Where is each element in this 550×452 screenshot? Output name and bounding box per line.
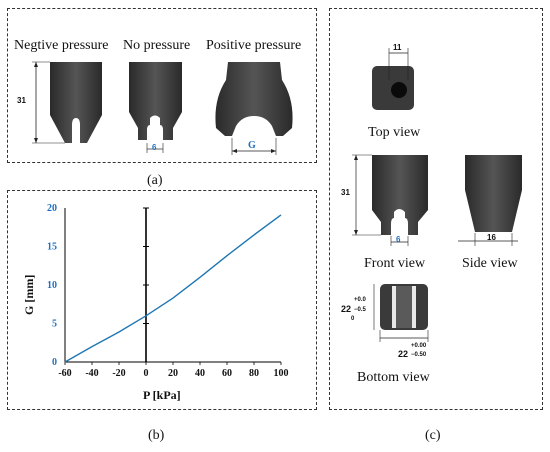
x-tick-label: 60 (222, 368, 232, 379)
caption-a: (a) (147, 173, 163, 188)
chart-xlabel: P [kPa] (143, 388, 181, 402)
front-view-gripper (372, 155, 428, 235)
label-side-view: Side view (462, 256, 518, 271)
dim-gap-G: G (248, 140, 256, 151)
label-front-view: Front view (364, 256, 426, 271)
x-tick-label: -40 (85, 368, 98, 379)
dim-31-a: 31 (17, 96, 26, 105)
y-tick-label: 20 (47, 203, 57, 214)
tol-22-height-down: −0.5 (354, 307, 366, 313)
y-tick-label: 5 (52, 319, 57, 330)
y-tick-label: 0 (52, 357, 57, 368)
panel-b-frame (7, 190, 317, 410)
label-positive-pressure: Positive pressure (206, 38, 302, 53)
x-tick-label: 40 (195, 368, 205, 379)
x-tick-label: 80 (249, 368, 259, 379)
tol-22-height-up: +0.0 (354, 297, 366, 303)
panel-a-frame (7, 8, 317, 163)
top-view-block (372, 66, 414, 110)
caption-b: (b) (148, 428, 165, 443)
y-tick-label: 15 (47, 242, 57, 253)
x-tick-label: 0 (144, 368, 149, 379)
dim-11-top: 11 (393, 43, 402, 52)
x-tick-label: -20 (112, 368, 125, 379)
x-tick-label: -60 (58, 368, 71, 379)
x-tick-label: 100 (274, 368, 289, 379)
tol-22-width-up: +0.00 (411, 343, 427, 349)
label-no-pressure: No pressure (123, 38, 191, 53)
dim-gap-6-a: 6 (152, 143, 157, 152)
gripper-no-pressure (129, 62, 182, 140)
gripper-negative (50, 62, 102, 143)
label-negative-pressure: Negtive pressure (14, 38, 109, 53)
y-tick-label: 10 (47, 280, 57, 291)
gripper-positive (215, 62, 293, 136)
dim-6-front: 6 (396, 235, 401, 244)
label-top-view: Top view (368, 125, 421, 140)
caption-c: (c) (425, 428, 441, 443)
dim-31-front: 31 (341, 188, 350, 197)
dim-22-height: 22 (341, 304, 352, 314)
bottom-view-block (380, 284, 428, 330)
tol-22-height-extra: 0 (351, 316, 355, 322)
label-bottom-view: Bottom view (357, 370, 430, 385)
side-view-gripper (465, 155, 522, 232)
dim-16-side: 16 (487, 233, 496, 242)
panel-c-frame (329, 8, 543, 410)
series-line (64, 214, 282, 363)
tol-22-width-down: −0.50 (411, 352, 427, 358)
x-tick-label: 20 (168, 368, 178, 379)
dim-22-width: 22 (398, 349, 409, 359)
